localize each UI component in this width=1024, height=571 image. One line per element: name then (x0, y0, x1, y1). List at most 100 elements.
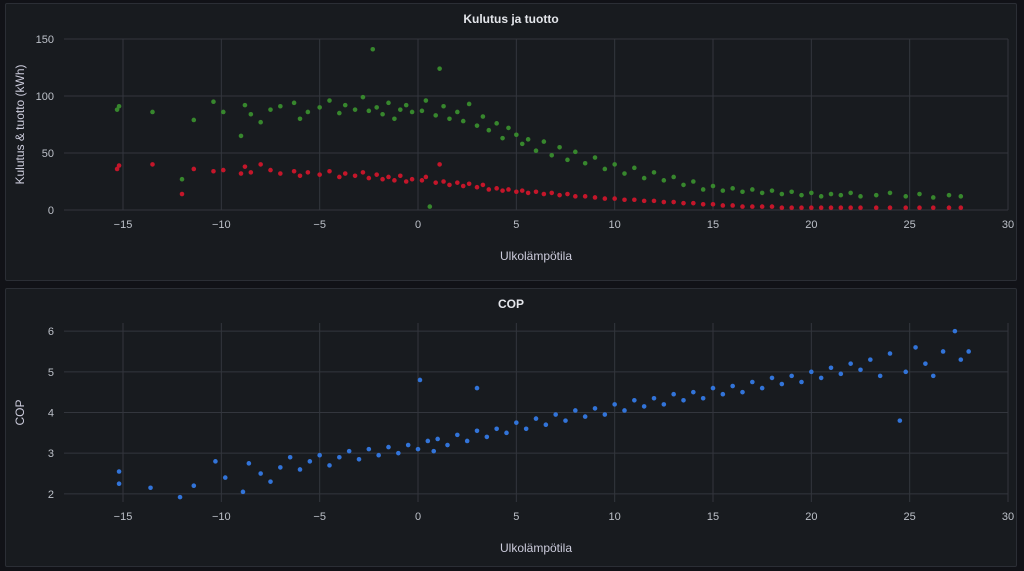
data-point (352, 107, 358, 112)
data-point (691, 389, 696, 395)
data-point (437, 66, 442, 71)
data-point (248, 111, 254, 117)
data-point (622, 197, 627, 203)
x-tick-label: 15 (707, 511, 719, 523)
series-1 (114, 162, 964, 211)
data-point (549, 152, 555, 158)
data-point (297, 116, 303, 122)
chart-title: Kulutus ja tuotto (463, 12, 559, 26)
data-point (419, 178, 425, 183)
data-point (691, 179, 696, 184)
data-point (415, 446, 421, 452)
data-point (297, 467, 303, 472)
x-tick-label: −10 (212, 219, 231, 231)
data-point (246, 461, 252, 466)
data-point (148, 485, 153, 491)
data-point (441, 103, 446, 109)
x-tick-label: −10 (212, 511, 231, 523)
y-tick-label: 100 (36, 91, 54, 103)
data-point (242, 164, 248, 169)
data-point (759, 190, 765, 196)
x-tick-label: −5 (313, 511, 326, 523)
data-point (486, 127, 492, 133)
data-point (897, 418, 903, 423)
data-point (386, 444, 391, 450)
data-point (740, 389, 745, 395)
data-point (582, 414, 588, 419)
data-point (877, 373, 883, 379)
x-axis-label: Ulkolämpötila (500, 541, 572, 555)
data-point (386, 174, 391, 180)
data-point (573, 408, 578, 413)
data-point (818, 194, 824, 199)
data-point (622, 408, 627, 413)
data-point (409, 109, 415, 115)
data-point (474, 184, 480, 190)
y-tick-label: 2 (48, 489, 54, 501)
y-tick-label: 4 (48, 408, 54, 420)
data-point (360, 94, 366, 100)
data-point (779, 381, 785, 387)
data-point (779, 191, 785, 197)
data-point (958, 205, 964, 211)
data-point (759, 385, 765, 391)
data-point (873, 192, 879, 198)
data-point (887, 190, 893, 196)
data-point (930, 373, 936, 379)
data-point (116, 481, 122, 486)
data-point (730, 383, 735, 389)
data-point (789, 189, 794, 195)
data-point (612, 162, 617, 167)
data-point (433, 113, 439, 118)
data-point (740, 189, 745, 195)
data-point (573, 149, 578, 155)
data-point (374, 105, 380, 110)
x-tick-label: 20 (805, 219, 817, 231)
data-point (441, 179, 446, 184)
data-point (191, 483, 197, 489)
data-point (740, 204, 745, 209)
data-point (403, 102, 409, 108)
x-tick-label: 5 (513, 219, 519, 231)
data-point (376, 452, 381, 458)
x-tick-label: −15 (114, 511, 133, 523)
data-point (525, 190, 531, 196)
data-point (519, 188, 525, 193)
data-point (480, 114, 486, 119)
data-point (317, 172, 322, 177)
data-point (602, 166, 608, 172)
data-point (392, 116, 397, 122)
data-point (238, 133, 244, 139)
x-tick-label: 10 (609, 219, 621, 231)
data-point (848, 205, 853, 211)
data-point (917, 191, 922, 197)
data-point (317, 105, 322, 110)
data-point (651, 395, 657, 401)
data-point (641, 175, 647, 181)
data-point (150, 162, 155, 167)
data-point (484, 434, 490, 440)
data-point (858, 194, 863, 199)
x-tick-label: 30 (1002, 511, 1014, 523)
data-point (435, 436, 440, 442)
data-point (681, 397, 686, 403)
data-point (946, 192, 952, 198)
data-point (213, 459, 218, 464)
data-point (661, 178, 667, 183)
data-point (641, 198, 647, 204)
data-point (433, 180, 439, 185)
x-tick-label: −15 (114, 219, 133, 231)
y-tick-label: 0 (48, 205, 54, 217)
data-point (868, 357, 873, 362)
data-point (828, 205, 834, 211)
data-point (380, 111, 385, 117)
data-point (305, 109, 311, 115)
data-point (651, 198, 657, 204)
data-point (327, 463, 332, 468)
data-point (720, 391, 726, 397)
data-point (466, 101, 472, 107)
data-point (533, 416, 539, 421)
data-point (268, 167, 273, 173)
data-point (356, 456, 362, 462)
data-point (177, 494, 183, 500)
